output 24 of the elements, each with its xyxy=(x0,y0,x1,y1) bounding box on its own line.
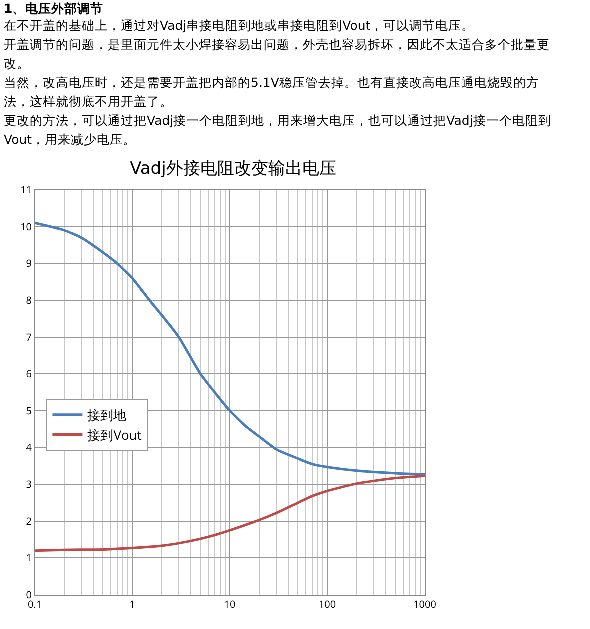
text: 在不开盖的基础上，通过对Vadj串接电阻到地或串接电阻到Vout，可以调节电压。 xyxy=(4,17,476,35)
y-tick-label: 11 xyxy=(20,182,32,196)
x-tick-label: 10 xyxy=(224,597,236,611)
x-tick-label: 1000 xyxy=(414,597,437,611)
chart-title: Vadj外接电阻改变输出电压 xyxy=(130,158,336,179)
y-tick-label: 7 xyxy=(26,330,32,344)
text: 1、电压外部调节 xyxy=(4,1,105,16)
y-tick-label: 6 xyxy=(26,366,32,381)
legend-label: 接到地 xyxy=(88,406,127,424)
y-tick-label: 1 xyxy=(26,550,32,565)
y-tick-label: 0 xyxy=(26,588,32,602)
text: 更改的方法，可以通过把Vadj接一个电阻到地，用来增大电压，也可以通过把Vadj接一个电阻到Vout，用来减少电压。 xyxy=(4,112,552,149)
y-tick-label: 2 xyxy=(26,514,32,528)
text: 当然，改高电压时，还是需要开盖把内部的5.1V稳压管去掉。也有直接改高电压通电烧毁的方法，这样就彻底不用开盖了。 xyxy=(4,74,540,111)
y-tick-label: 10 xyxy=(20,219,32,234)
x-tick-label: 1 xyxy=(130,597,136,611)
x-tick-label: 100 xyxy=(318,597,336,611)
text: 开盖调节的问题，是里面元件太小焊接容易出问题，外壳也容易拆坏，因此不太适合多个批量更改。 xyxy=(4,36,551,73)
y-tick-label: 5 xyxy=(26,403,32,418)
y-tick-label: 3 xyxy=(26,477,32,492)
y-tick-label: 8 xyxy=(26,292,32,307)
y-tick-label: 4 xyxy=(26,440,32,454)
legend-label: 接到Vout xyxy=(88,426,142,444)
y-tick-label: 9 xyxy=(26,256,32,270)
